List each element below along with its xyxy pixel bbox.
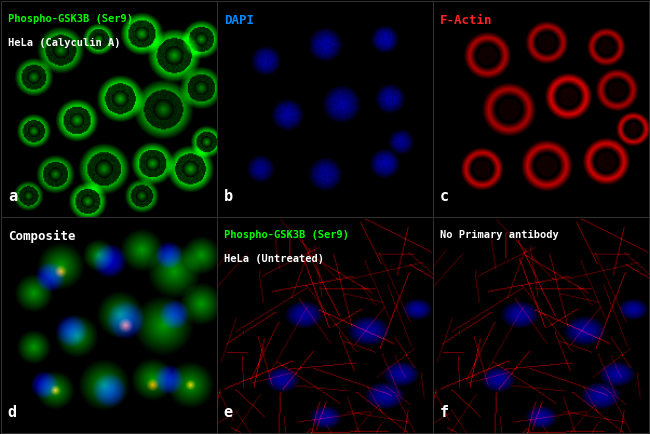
Text: No Primary antibody: No Primary antibody [440, 230, 559, 240]
Text: Composite: Composite [8, 230, 75, 243]
Text: e: e [224, 405, 233, 420]
Text: b: b [224, 189, 233, 204]
Text: DAPI: DAPI [224, 14, 254, 27]
Text: F-Actin: F-Actin [440, 14, 493, 27]
Text: Phospho-GSK3B (Ser9): Phospho-GSK3B (Ser9) [8, 14, 133, 24]
Text: Phospho-GSK3B (Ser9): Phospho-GSK3B (Ser9) [224, 230, 349, 240]
Text: HeLa (Calyculin A): HeLa (Calyculin A) [8, 37, 120, 48]
Text: a: a [8, 189, 17, 204]
Text: HeLa (Untreated): HeLa (Untreated) [224, 254, 324, 264]
Text: d: d [8, 405, 17, 420]
Text: f: f [440, 405, 449, 420]
Text: c: c [440, 189, 449, 204]
